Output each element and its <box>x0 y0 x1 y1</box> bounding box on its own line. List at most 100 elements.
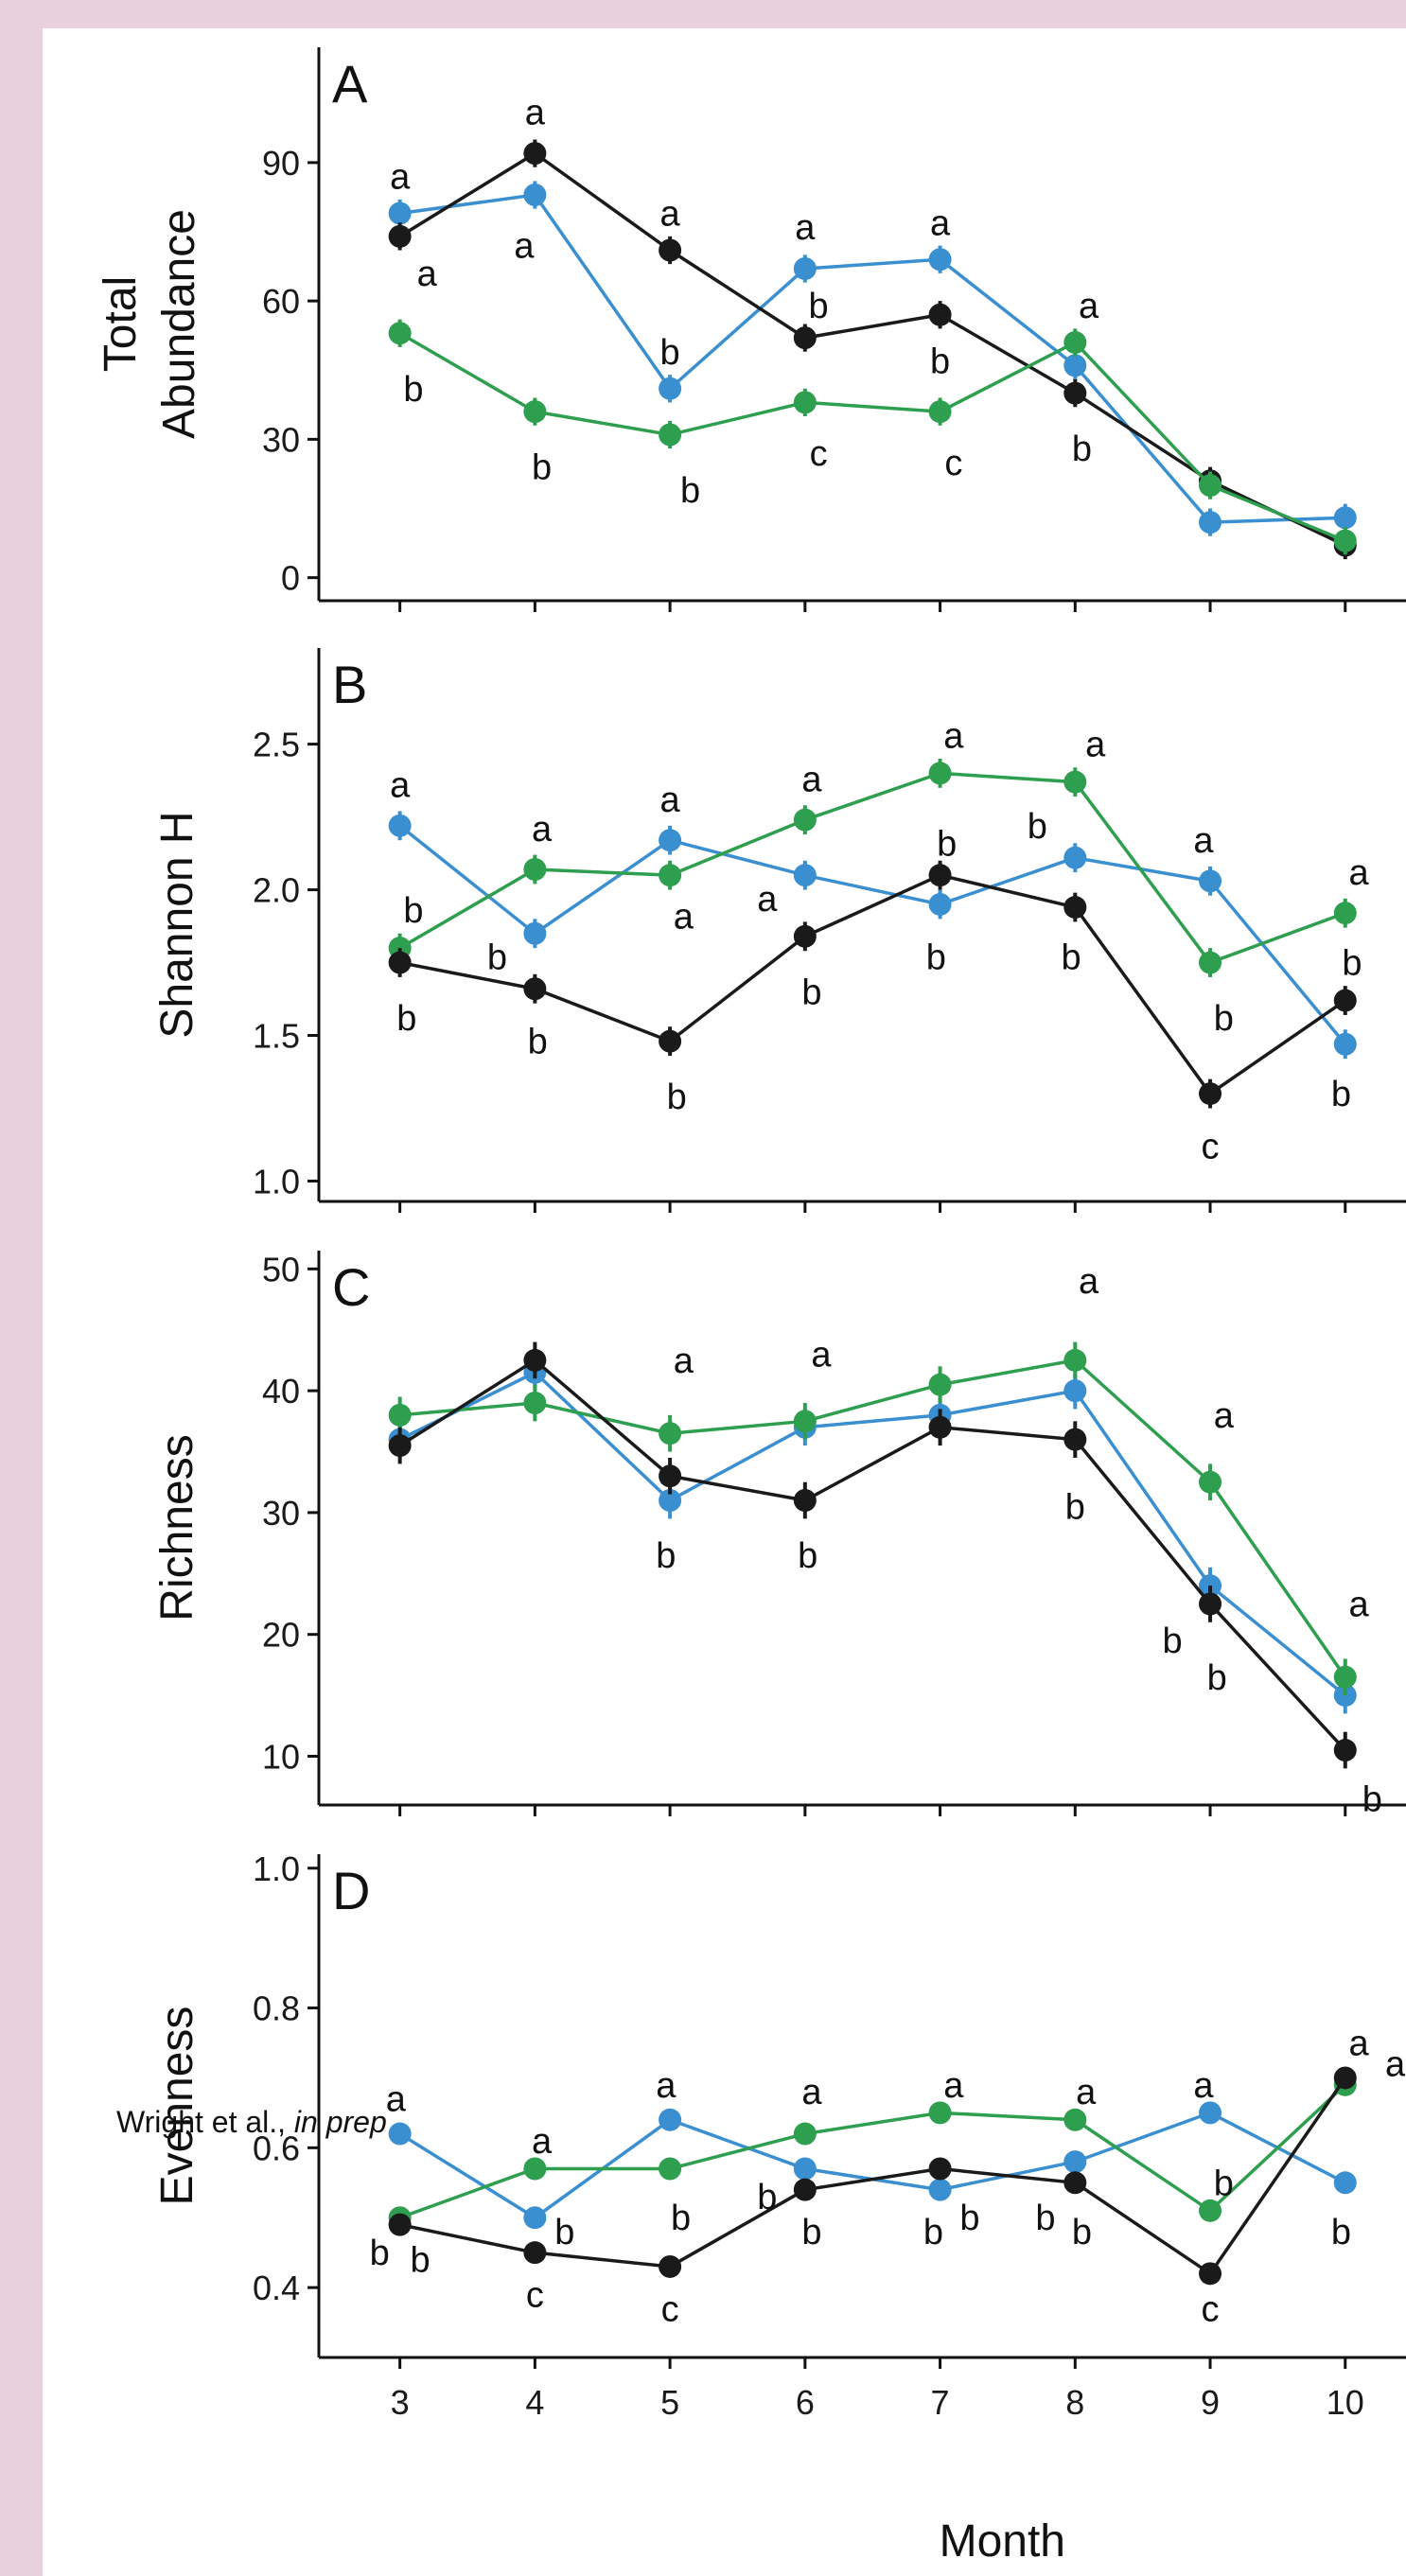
significance-label: a <box>1385 2045 1406 2085</box>
data-point <box>388 224 412 248</box>
significance-label: b <box>798 1536 817 1576</box>
significance-label: b <box>532 448 552 488</box>
significance-label: b <box>1163 1621 1183 1661</box>
data-point <box>1333 2171 1357 2195</box>
data-point <box>659 377 682 400</box>
data-point <box>1063 1379 1087 1403</box>
y-tick-label: 0.4 <box>253 2269 300 2307</box>
series-black <box>388 860 1357 1109</box>
significance-label: a <box>1079 287 1099 326</box>
series-black <box>388 1341 1357 1769</box>
significance-label: b <box>656 1536 676 1576</box>
y-axis-title: Richness <box>152 1434 202 1621</box>
significance-label: c <box>1202 1128 1220 1167</box>
y-tick-label: 2.0 <box>253 871 300 910</box>
data-point <box>523 2157 547 2181</box>
significance-label: a <box>1079 1262 1099 1302</box>
y-axis-title: Shannon H <box>152 811 202 1038</box>
data-point <box>659 2157 682 2181</box>
significance-label: c <box>526 2276 544 2316</box>
significance-label: a <box>514 227 535 267</box>
significance-label: b <box>660 333 680 373</box>
significance-label: a <box>674 897 694 937</box>
significance-label: b <box>1207 1658 1227 1698</box>
data-point <box>388 814 412 837</box>
significance-label: a <box>660 195 681 235</box>
y-tick-label: 20 <box>262 1616 300 1655</box>
data-point <box>388 1434 412 1458</box>
x-tick-label: 10 <box>1327 2383 1364 2422</box>
data-point <box>928 762 952 785</box>
data-point <box>523 1348 547 1372</box>
data-point <box>1063 2171 1087 2195</box>
significance-label: a <box>801 761 822 800</box>
significance-label: b <box>1065 1487 1085 1527</box>
data-point <box>659 238 682 262</box>
significance-label: a <box>525 93 546 132</box>
data-point <box>523 400 547 424</box>
significance-label: b <box>959 2199 979 2238</box>
data-point <box>928 1415 952 1439</box>
series-black <box>388 2066 1357 2286</box>
significance-label: b <box>1035 2199 1055 2238</box>
data-point <box>388 322 412 345</box>
x-axis-title: Month <box>940 2516 1065 2567</box>
data-point <box>1199 2262 1222 2286</box>
data-point <box>523 921 547 945</box>
significance-label: a <box>943 2066 964 2106</box>
data-point <box>928 2178 952 2201</box>
significance-label: b <box>937 824 957 864</box>
data-point <box>1199 1592 1222 1616</box>
series-blue <box>388 181 1357 536</box>
y-axis-title: Abundance <box>154 209 204 439</box>
y-tick-label: 60 <box>262 282 300 321</box>
significance-label: b <box>667 1078 687 1117</box>
y-tick-label: 40 <box>262 1372 300 1411</box>
x-tick-label: 9 <box>1201 2383 1220 2422</box>
significance-label: b <box>1331 2213 1351 2252</box>
data-point <box>1199 474 1222 498</box>
data-point <box>1333 1665 1357 1689</box>
y-tick-label: 2.5 <box>253 726 300 764</box>
data-point <box>388 1403 412 1427</box>
significance-label: a <box>1085 726 1106 765</box>
data-point <box>523 2241 547 2265</box>
data-point <box>523 1391 547 1414</box>
y-axis-title: Evenness <box>152 2006 202 2206</box>
data-point <box>1199 951 1222 974</box>
significance-label: a <box>795 208 816 248</box>
data-point <box>659 1489 682 1513</box>
significance-label: b <box>923 2213 943 2252</box>
x-tick-label: 5 <box>660 2383 679 2422</box>
data-point <box>659 423 682 447</box>
credit-authors: Wright et al., <box>116 2105 294 2139</box>
y-tick-label: 0.6 <box>253 2129 300 2167</box>
y-tick-label: 1.0 <box>253 1162 300 1200</box>
y-axis-title: Total <box>96 276 146 372</box>
data-point <box>793 391 817 414</box>
y-tick-label: 10 <box>262 1737 300 1776</box>
data-point <box>659 829 682 852</box>
significance-label: a <box>1193 821 1214 861</box>
significance-label: b <box>403 891 423 931</box>
credit-status: in prep <box>293 2105 387 2139</box>
significance-label: a <box>674 1341 694 1381</box>
series-blue <box>388 811 1357 1060</box>
significance-label: b <box>396 999 416 1039</box>
y-tick-label: 30 <box>262 1494 300 1533</box>
data-point <box>659 2108 682 2131</box>
data-point <box>523 142 547 166</box>
data-point <box>928 2157 952 2181</box>
series-green <box>388 1341 1357 1696</box>
significance-label: a <box>656 2066 677 2106</box>
data-point <box>793 864 817 887</box>
significance-label: b <box>1214 2164 1234 2203</box>
series-line <box>399 2077 1347 2276</box>
data-point <box>928 303 952 326</box>
data-point <box>1063 846 1087 869</box>
y-tick-label: 0.8 <box>253 1989 300 2028</box>
significance-label: a <box>390 766 411 806</box>
